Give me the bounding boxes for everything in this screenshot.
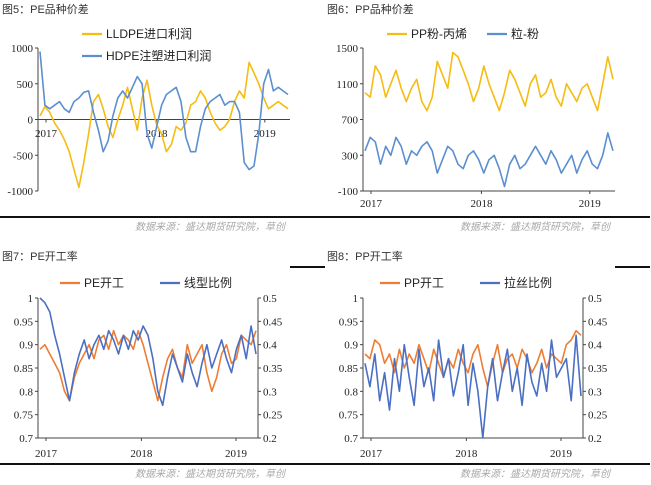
divider bbox=[325, 463, 650, 465]
chart-title: 图5：PE品种价差 bbox=[2, 4, 89, 16]
divider bbox=[325, 216, 650, 218]
y2-tick-label: 0.35 bbox=[588, 363, 608, 375]
series-line-0 bbox=[364, 51, 614, 112]
x-tick-label: 2018 bbox=[470, 198, 493, 210]
y-tick-label: 0.7 bbox=[344, 433, 358, 445]
y2-tick-label: 0.4 bbox=[263, 340, 277, 352]
legend-label: 粒-粉 bbox=[511, 26, 539, 41]
series-line-1 bbox=[364, 132, 614, 188]
legend-label: PP粉-丙烯 bbox=[411, 27, 467, 41]
y2-tick-label: 0.5 bbox=[263, 293, 277, 305]
y-tick-label: 0.9 bbox=[344, 340, 358, 352]
y-tick-label: 0.95 bbox=[14, 316, 34, 328]
x-tick-label: 2017 bbox=[360, 198, 383, 210]
y-tick-label: 1000 bbox=[11, 43, 34, 55]
y-tick-label: 1 bbox=[28, 293, 34, 305]
y2-tick-label: 0.5 bbox=[588, 293, 602, 305]
x-tick-label: 2017 bbox=[35, 128, 58, 140]
source-note: 数据来源：盛达期货研究院，草创 bbox=[460, 469, 610, 480]
y2-tick-label: 0.25 bbox=[588, 410, 608, 422]
legend-label: 拉丝比例 bbox=[504, 275, 552, 290]
x-tick-label: 2019 bbox=[254, 128, 277, 140]
y-tick-label: 0.95 bbox=[339, 316, 359, 328]
y-tick-label: 0.9 bbox=[19, 340, 33, 352]
x-tick-label: 2019 bbox=[579, 198, 602, 210]
legend-label: PP开工 bbox=[404, 276, 444, 290]
source-note: 数据来源：盛达期货研究院，草创 bbox=[135, 469, 285, 480]
divider bbox=[615, 266, 650, 268]
y-tick-label: 0.75 bbox=[14, 410, 34, 422]
source-note: 数据来源：盛达期货研究院，草创 bbox=[135, 222, 285, 233]
chart-title: 图6：PP品种价差 bbox=[327, 4, 414, 16]
series-line-1 bbox=[364, 334, 582, 439]
source-note: 数据来源：盛达期货研究院，草创 bbox=[460, 222, 610, 233]
divider bbox=[0, 216, 325, 218]
divider bbox=[290, 266, 325, 268]
y-tick-label: 500 bbox=[17, 79, 34, 91]
series-line-1 bbox=[39, 51, 289, 171]
y-tick-label: 1 bbox=[353, 293, 359, 305]
legend-label: PE开工 bbox=[84, 276, 124, 290]
legend-label: HDPE注塑进口利润 bbox=[106, 48, 211, 63]
y2-tick-label: 0.45 bbox=[263, 316, 283, 328]
legend-label: 线型比例 bbox=[184, 276, 232, 290]
pe-spread-panel: 图5：PE品种价差 1000 500 0 -500 -1000 2017 2018 2019 L… bbox=[0, 0, 325, 242]
y-tick-label: -1000 bbox=[7, 186, 33, 198]
x-tick-label: 2019 bbox=[550, 448, 573, 460]
y2-tick-label: 0.2 bbox=[263, 433, 277, 445]
y-tick-label: 700 bbox=[342, 115, 359, 127]
pe-operating-chart: 1 0.95 0.9 0.85 0.8 0.75 0.7 0.5 0.45 0.4 0.35 0.3 0… bbox=[14, 276, 283, 460]
y2-tick-label: 0.35 bbox=[263, 363, 283, 375]
y-tick-label: 0.7 bbox=[19, 433, 33, 445]
y2-tick-label: 0.45 bbox=[588, 316, 608, 328]
legend-label: LLDPE进口利润 bbox=[106, 27, 192, 41]
y-tick-label: 0.8 bbox=[19, 386, 33, 398]
pe-operating-panel: 图7：PE开工率 1 0.95 0.9 0.85 0.8 0.75 0.7 0.5 0.45 0.… bbox=[0, 243, 325, 485]
chart-title: 图7：PE开工率 bbox=[2, 251, 78, 263]
x-tick-label: 2019 bbox=[225, 448, 248, 460]
pp-operating-chart: 1 0.95 0.9 0.85 0.8 0.75 0.7 0.5 0.45 0.4 0.35 0.3 0… bbox=[339, 275, 608, 460]
y-tick-label: 0.75 bbox=[339, 410, 359, 422]
divider bbox=[0, 463, 325, 465]
pp-spread-panel: 图6：PP品种价差 1500 1100 700 300 -100 2017 2018 2019… bbox=[325, 0, 650, 242]
y-tick-label: 300 bbox=[342, 150, 359, 162]
pp-operating-panel: 图8：PP开工率 1 0.95 0.9 0.85 0.8 0.75 0.7 0.5 0.45 0.… bbox=[325, 243, 650, 485]
y-tick-label: 0.85 bbox=[14, 363, 34, 375]
y-tick-label: 0.8 bbox=[344, 386, 358, 398]
y2-tick-label: 0.4 bbox=[588, 340, 602, 352]
series-line-0 bbox=[364, 329, 582, 388]
series-line-1 bbox=[39, 297, 257, 407]
y-tick-label: 1100 bbox=[336, 79, 358, 91]
y2-tick-label: 0.3 bbox=[588, 386, 602, 398]
chart-title: 图8：PP开工率 bbox=[327, 251, 403, 263]
y-tick-label: 0.85 bbox=[339, 363, 359, 375]
x-tick-label: 2017 bbox=[360, 448, 383, 460]
x-tick-label: 2018 bbox=[130, 448, 153, 460]
y-tick-label: -100 bbox=[338, 186, 359, 198]
y-tick-label: 1500 bbox=[336, 43, 359, 55]
y-tick-label: 0 bbox=[28, 115, 34, 127]
x-tick-label: 2017 bbox=[35, 448, 58, 460]
x-tick-label: 2018 bbox=[455, 448, 478, 460]
y2-tick-label: 0.25 bbox=[263, 410, 283, 422]
y2-tick-label: 0.2 bbox=[588, 433, 602, 445]
y-tick-label: -500 bbox=[13, 150, 34, 162]
series-line-0 bbox=[39, 61, 289, 189]
y2-tick-label: 0.3 bbox=[263, 386, 277, 398]
series-line-0 bbox=[39, 329, 257, 402]
